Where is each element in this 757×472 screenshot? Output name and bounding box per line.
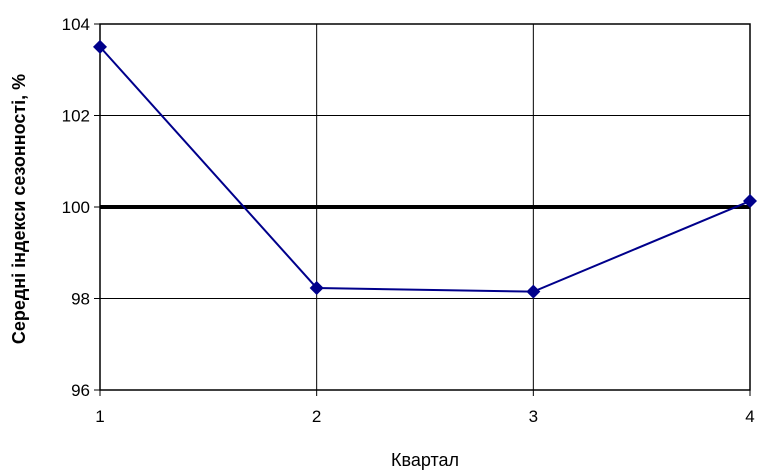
y-tick-label: 100 — [62, 198, 90, 217]
x-tick-label: 1 — [95, 407, 104, 426]
x-axis-title: Квартал — [391, 450, 459, 470]
series — [93, 39, 757, 299]
x-tick-label: 3 — [529, 407, 538, 426]
data-point-marker — [93, 39, 107, 54]
x-tick-label: 4 — [745, 407, 754, 426]
y-tick-label: 98 — [71, 290, 90, 309]
data-point-marker — [743, 194, 757, 209]
data-point-marker — [526, 284, 541, 299]
y-axis-title: Середні індекси сезонності, % — [9, 74, 29, 344]
y-tick-label: 104 — [62, 15, 90, 34]
x-tick-label: 2 — [312, 407, 321, 426]
series-line — [99, 46, 751, 293]
axis-ticks: 96 98 100 102 104 1 2 3 4 — [62, 15, 755, 426]
y-tick-label: 96 — [71, 381, 90, 400]
data-point-marker — [309, 280, 324, 295]
y-tick-label: 102 — [62, 107, 90, 126]
